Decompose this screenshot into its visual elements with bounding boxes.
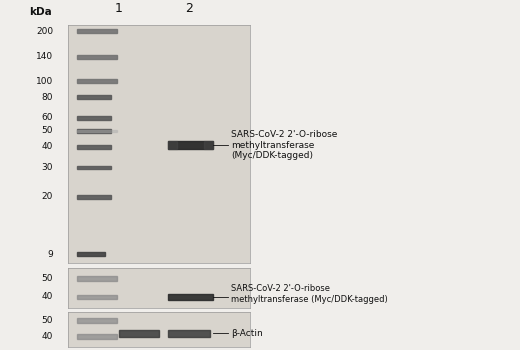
Text: 20: 20 xyxy=(42,192,53,201)
Bar xyxy=(77,95,111,99)
Text: 100: 100 xyxy=(36,77,53,86)
Bar xyxy=(119,330,159,337)
Text: SARS-CoV-2 2'-O-ribose
methyltransferase (Myc/DDK-tagged): SARS-CoV-2 2'-O-ribose methyltransferase… xyxy=(231,284,388,303)
Bar xyxy=(168,141,213,149)
Text: 40: 40 xyxy=(42,332,53,341)
Text: 50: 50 xyxy=(42,126,53,135)
Bar xyxy=(77,55,117,59)
Bar xyxy=(168,330,210,337)
Bar xyxy=(77,318,117,323)
Bar xyxy=(77,116,111,120)
Text: 50: 50 xyxy=(42,274,53,283)
Bar xyxy=(77,79,117,83)
Bar xyxy=(77,130,117,132)
Text: β-Actin: β-Actin xyxy=(231,329,263,338)
Bar xyxy=(77,166,111,169)
Text: 80: 80 xyxy=(42,93,53,101)
Text: kDa: kDa xyxy=(29,7,51,18)
Bar xyxy=(77,276,117,281)
Text: 50: 50 xyxy=(42,316,53,326)
Text: 60: 60 xyxy=(42,113,53,122)
Text: SARS-CoV-2 2'-O-ribose
methyltransferase
(Myc/DDK-tagged): SARS-CoV-2 2'-O-ribose methyltransferase… xyxy=(231,130,338,160)
Bar xyxy=(77,252,105,256)
Text: 30: 30 xyxy=(42,163,53,172)
Bar xyxy=(77,129,111,133)
Bar xyxy=(168,141,177,149)
Text: 40: 40 xyxy=(42,293,53,301)
Bar xyxy=(77,29,117,33)
Text: 9: 9 xyxy=(47,250,53,259)
Bar xyxy=(77,295,117,299)
Bar xyxy=(77,145,111,149)
Text: 1: 1 xyxy=(114,2,123,15)
Bar xyxy=(204,141,213,149)
Bar xyxy=(77,335,117,339)
Text: 40: 40 xyxy=(42,142,53,152)
Bar xyxy=(168,294,213,300)
Text: 200: 200 xyxy=(36,27,53,36)
Text: 2: 2 xyxy=(186,2,193,15)
Bar xyxy=(77,195,111,198)
Text: 140: 140 xyxy=(36,52,53,62)
